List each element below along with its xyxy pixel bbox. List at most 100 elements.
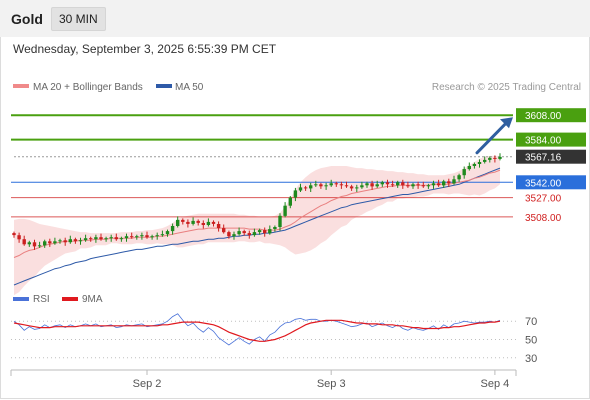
candle-body	[298, 187, 303, 191]
candle-body	[130, 236, 134, 238]
rsi-tick-label: 50	[525, 335, 537, 347]
instrument-title: Gold	[11, 11, 43, 27]
rsi-tick-label: 70	[525, 316, 537, 328]
candle-body	[58, 240, 62, 242]
candle-body	[222, 228, 226, 233]
candle-body	[309, 185, 313, 189]
candle-body	[37, 245, 42, 247]
candle-body	[334, 183, 338, 185]
candle-body	[135, 236, 139, 238]
bollinger-band	[14, 155, 500, 296]
candle-body	[452, 179, 456, 184]
candle-body	[196, 220, 200, 223]
candle-body	[247, 233, 251, 236]
rsi-tick-label: 30	[525, 353, 537, 365]
candle-body	[43, 241, 47, 246]
candle-body	[483, 159, 487, 162]
rsi-series-9ma	[13, 319, 501, 342]
legend-label-ma20: MA 20 + Bollinger Bands	[33, 82, 143, 93]
candle-body	[114, 237, 118, 240]
candle-body	[431, 183, 436, 186]
level-tag-label-3608.00: 3608.00	[525, 111, 562, 122]
level-tag-label-3567.16: 3567.16	[525, 153, 562, 164]
level-label-3527.00: 3527.00	[525, 194, 562, 205]
legend-swatch-9ma	[62, 297, 78, 301]
candle-body	[349, 186, 354, 189]
candle-body	[104, 238, 108, 240]
candle-body	[329, 183, 333, 186]
candle-body	[355, 187, 359, 189]
candle-body	[165, 231, 170, 235]
level-tag-3567.16	[516, 149, 586, 164]
candle-body	[63, 240, 67, 243]
candle-body	[472, 164, 477, 166]
candle-body	[211, 221, 216, 224]
candle-body	[252, 232, 257, 236]
candle-body	[232, 234, 236, 237]
candle-body	[242, 231, 246, 234]
candle-body	[160, 234, 165, 236]
candle-body	[12, 233, 16, 236]
level-tag-3542.00	[516, 175, 586, 190]
level-tag-3584.00	[516, 132, 586, 147]
candle-body	[447, 181, 451, 184]
candle-body	[467, 166, 471, 170]
rsi-panel: 70 50 30	[11, 313, 537, 365]
time-axis: Sep 2 Sep 3 Sep 4	[133, 370, 509, 390]
candle-body	[17, 235, 21, 240]
candle-body	[191, 220, 195, 224]
candle-body	[140, 235, 144, 237]
legend-label-ma50: MA 50	[175, 82, 204, 93]
candle-body	[206, 221, 211, 225]
candle-body	[268, 229, 272, 234]
candle-body	[421, 185, 425, 187]
legend-swatch-ma20	[13, 84, 29, 88]
level-label-3508.00: 3508.00	[525, 213, 562, 224]
candle-body	[288, 197, 292, 206]
candle-body	[155, 235, 159, 237]
candle-body	[99, 237, 103, 240]
candle-body	[365, 183, 369, 186]
candle-body	[314, 184, 318, 186]
price-panel: 3608.00 3584.00 3567.16 3542.00 3527.00 3508.…	[11, 108, 586, 296]
candle-body	[68, 239, 72, 243]
candle-body	[303, 187, 308, 189]
candle-body	[416, 184, 420, 186]
candle-body	[406, 185, 410, 187]
candle-body	[186, 221, 190, 224]
candle-body	[411, 184, 415, 187]
candle-body	[390, 184, 395, 186]
candle-body	[73, 239, 78, 242]
candle-body	[462, 169, 466, 176]
candle-body	[124, 236, 129, 239]
candle-body	[339, 184, 344, 186]
ma50-line	[13, 167, 501, 286]
candle-body	[436, 183, 441, 186]
candle-body	[477, 162, 482, 164]
copyright-text: Research © 2025 Trading Central	[432, 82, 581, 93]
candle-body	[375, 184, 379, 187]
candle-body	[263, 230, 267, 234]
candle-body	[370, 183, 374, 187]
candle-body	[319, 184, 323, 187]
candle-body	[273, 227, 277, 229]
candle-body	[109, 237, 113, 239]
candle-body	[22, 239, 26, 245]
candle-body	[401, 182, 405, 186]
candle-body	[181, 219, 185, 222]
top-bar: Gold 30 MIN	[0, 0, 590, 37]
candle-body	[385, 182, 390, 185]
forecast-arrow-head	[500, 117, 513, 129]
candle-body	[48, 241, 52, 244]
candle-body	[227, 232, 231, 237]
x-tick-label: Sep 2	[133, 378, 162, 390]
candle-body	[257, 230, 262, 233]
candle-body	[324, 185, 328, 187]
candle-body	[89, 238, 93, 240]
candle-body	[176, 219, 180, 226]
level-tag-label-3542.00: 3542.00	[525, 178, 562, 189]
candle-body	[278, 215, 282, 227]
candle-body	[457, 175, 461, 180]
timeframe-badge[interactable]: 30 MIN	[51, 7, 106, 31]
candle-body	[216, 224, 221, 229]
